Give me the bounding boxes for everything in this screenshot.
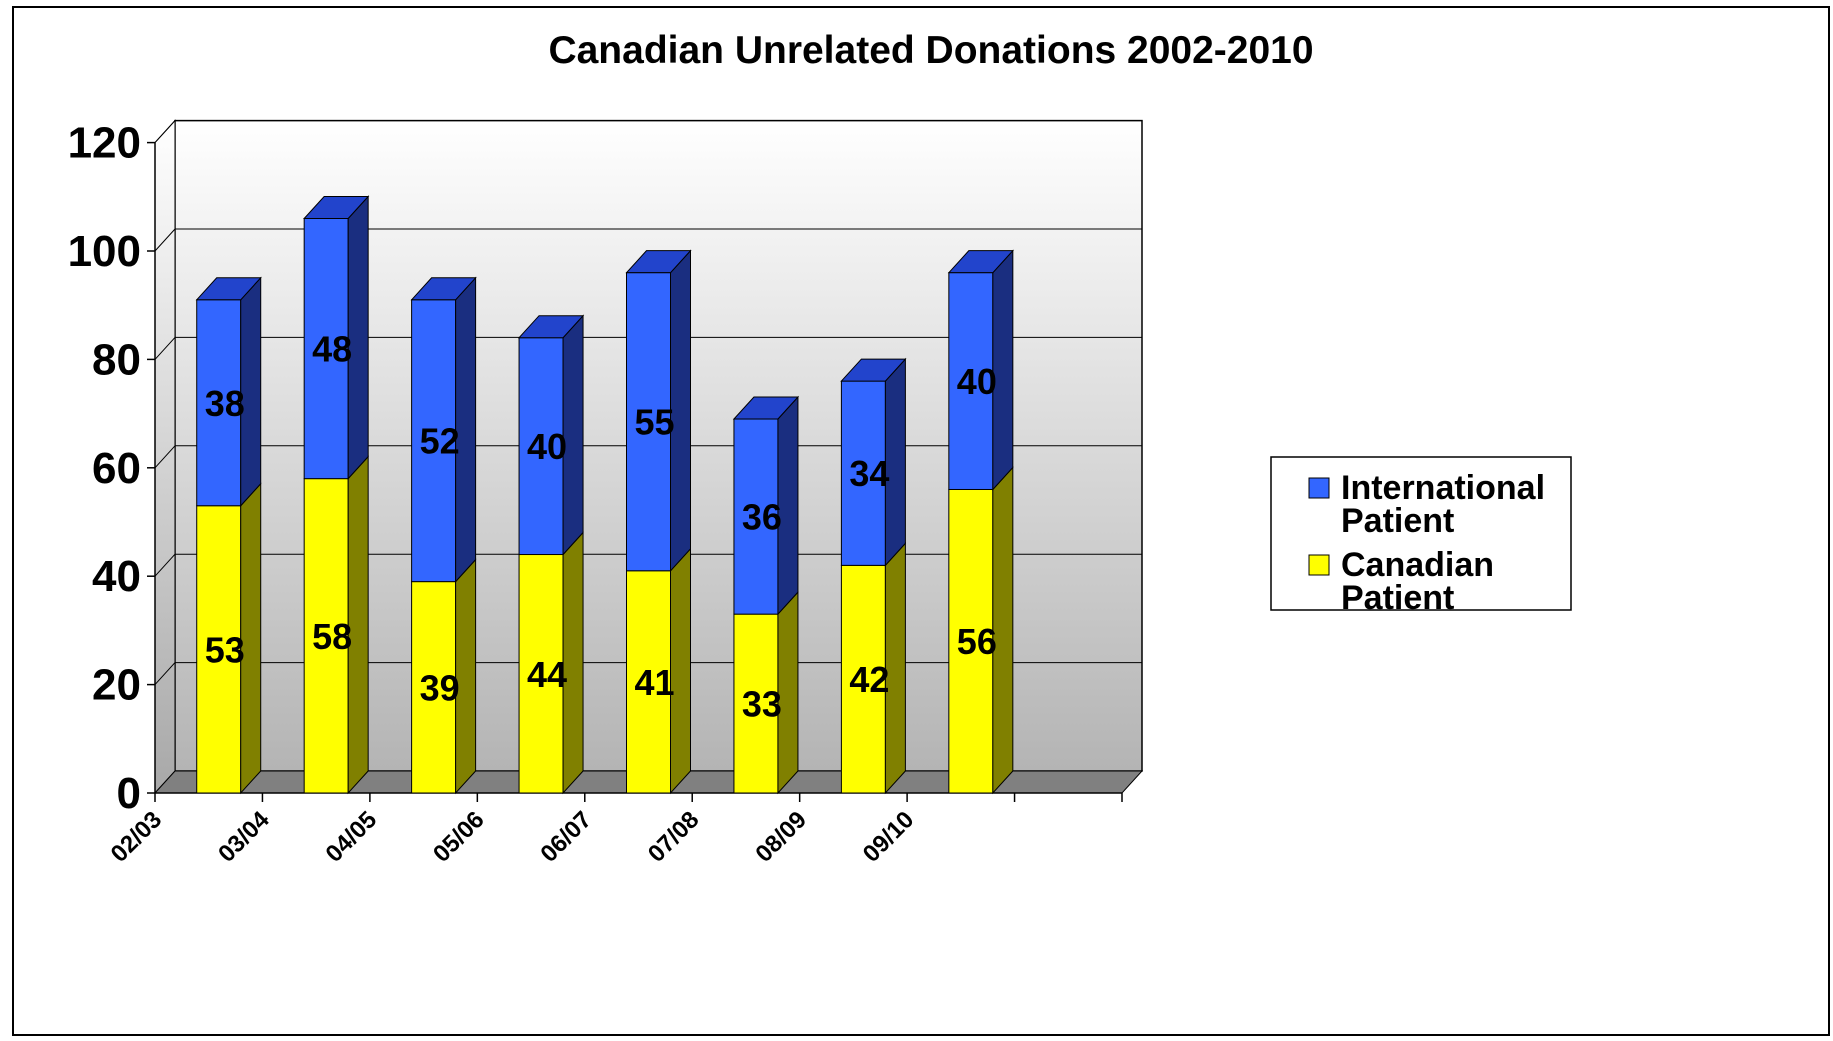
- bar-international: [626, 272, 671, 572]
- bar-top: [410, 277, 477, 301]
- data-label: 36: [742, 497, 782, 538]
- data-label: 58: [312, 616, 352, 657]
- data-label: 55: [634, 402, 674, 443]
- y-tick-label: 80: [92, 335, 141, 384]
- legend-swatch: [1308, 554, 1330, 576]
- x-tick-label: 07/08: [643, 806, 705, 868]
- data-label: 33: [742, 684, 782, 725]
- bar-top: [840, 358, 907, 382]
- data-label: 38: [205, 383, 245, 424]
- y-tick-label: 100: [68, 227, 141, 276]
- bar-canadian: [733, 613, 779, 794]
- data-label: 48: [312, 329, 352, 370]
- bar-top: [625, 250, 692, 274]
- legend-label: Canadian: [1341, 546, 1494, 584]
- bar-canadian: [411, 581, 457, 794]
- y-tick-label: 60: [92, 444, 141, 493]
- x-tick-label: 06/07: [535, 806, 597, 868]
- bar-canadian: [948, 488, 994, 794]
- data-label: 42: [849, 659, 889, 700]
- bar-top: [732, 396, 800, 420]
- y-tick-label: 120: [68, 119, 141, 168]
- bar-canadian: [518, 554, 564, 794]
- x-tick-label: 09/10: [858, 806, 920, 868]
- legend-label: Patient: [1341, 579, 1454, 617]
- x-tick-label: 04/05: [321, 806, 383, 868]
- data-label: 34: [849, 453, 889, 494]
- x-tick-label: 03/04: [213, 806, 275, 868]
- gridline-side: [154, 337, 176, 360]
- bar-international: [196, 299, 242, 507]
- gridline-side: [154, 662, 176, 685]
- chart-svg: Canadian Unrelated Donations 2002-2010 0…: [68, 29, 1572, 868]
- data-label: 41: [634, 662, 674, 703]
- y-tick-label: 40: [92, 552, 141, 601]
- data-label: 39: [420, 667, 460, 708]
- bar-top: [195, 277, 262, 301]
- bar-top: [517, 315, 585, 339]
- chart-title: Canadian Unrelated Donations 2002-2010: [548, 29, 1313, 72]
- data-label: 44: [527, 654, 567, 695]
- gridline-side: [154, 228, 176, 252]
- legend-label: Patient: [1341, 502, 1454, 540]
- data-label: 52: [420, 421, 460, 462]
- gridline-side: [154, 553, 176, 577]
- bar-canadian: [626, 570, 671, 794]
- bar-top: [947, 250, 1014, 274]
- y-tick-label: 20: [92, 661, 141, 710]
- x-tick-label: 08/09: [750, 806, 812, 868]
- y-tick-label: 0: [117, 769, 141, 818]
- data-label: 40: [957, 361, 997, 402]
- x-tick-label: 05/06: [428, 806, 490, 868]
- data-label: 53: [205, 629, 245, 670]
- gridline-side: [154, 120, 176, 143]
- legend-swatch: [1308, 477, 1330, 499]
- gridline-side: [154, 445, 176, 469]
- data-label: 40: [527, 426, 567, 467]
- bar-canadian: [196, 505, 242, 794]
- bar-international: [840, 380, 886, 566]
- data-label: 56: [957, 621, 997, 662]
- legend-label: International: [1341, 469, 1545, 507]
- bar-top: [303, 195, 370, 219]
- chart-frame: Canadian Unrelated Donations 2002-2010 0…: [12, 6, 1830, 1036]
